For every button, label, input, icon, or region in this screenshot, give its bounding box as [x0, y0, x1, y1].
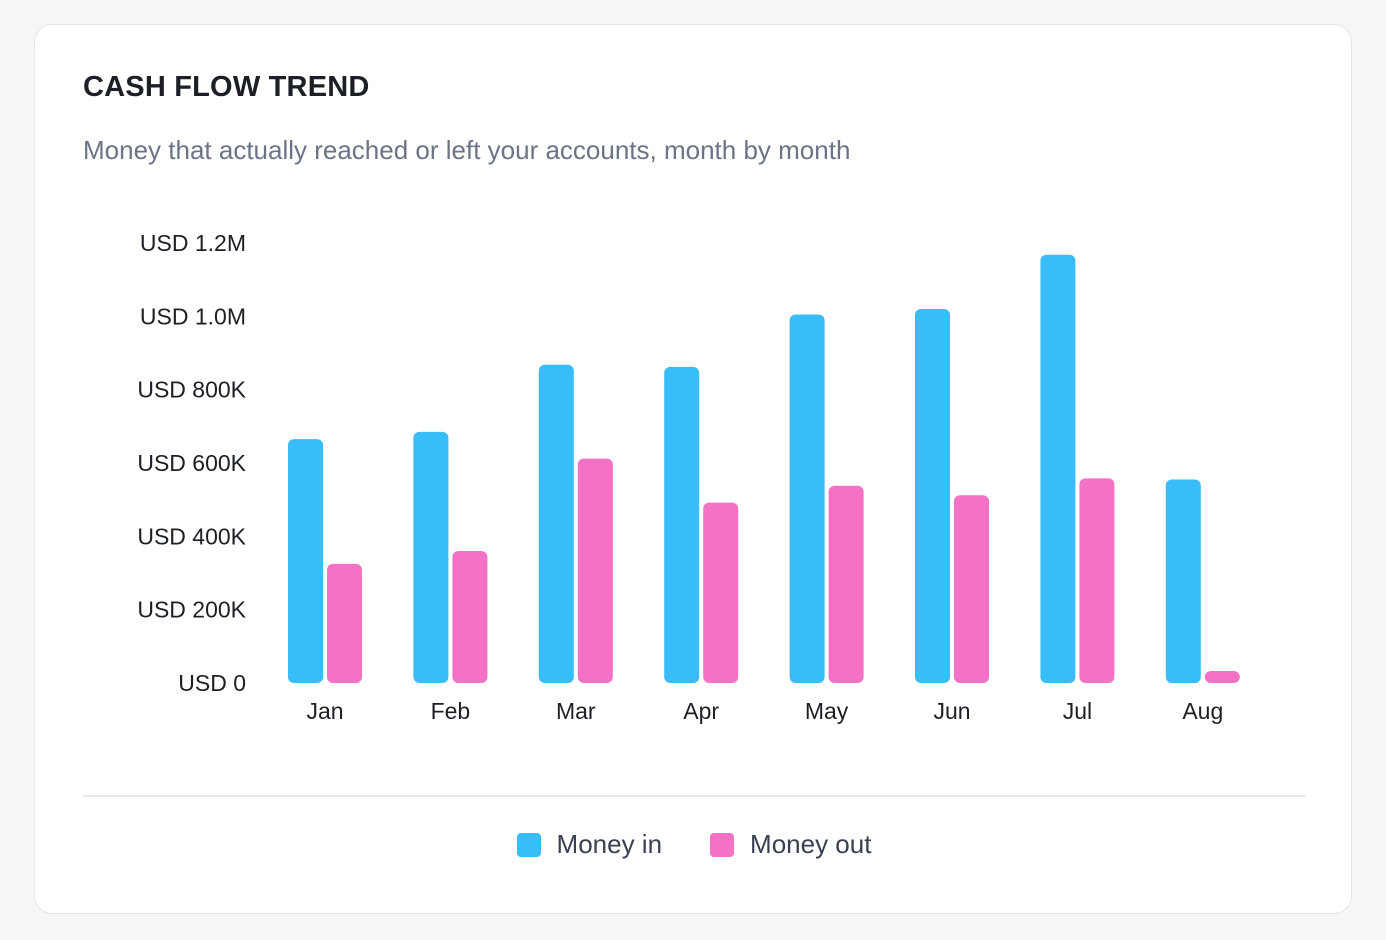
x-tick-label: Apr [683, 698, 719, 724]
bar-money-in-aug[interactable] [1165, 479, 1201, 684]
bar-money-out-feb[interactable] [452, 551, 488, 683]
x-tick-label: Aug [1182, 698, 1223, 724]
bar-money-in-jul[interactable] [1040, 254, 1076, 683]
legend-label-money-out: Money out [750, 829, 872, 859]
bar-money-out-mar[interactable] [577, 458, 613, 683]
bar-money-in-jan[interactable] [288, 439, 323, 683]
legend-label-money-in: Money in [556, 829, 663, 859]
x-tick-label: Jul [1063, 698, 1092, 724]
bar-money-in-feb[interactable] [413, 431, 449, 683]
cash-flow-bar-chart: USD 0 USD 200K USD 400K USD 600K USD 800K USD… [137, 230, 1240, 724]
x-tick-label: May [805, 698, 849, 724]
bar-money-in-jun[interactable] [915, 309, 950, 683]
y-axis: USD 0 USD 200K USD 400K USD 600K USD 800K USD… [137, 230, 246, 696]
chart-title: CASH FLOW TREND [83, 71, 370, 103]
y-tick-label: USD 800K [137, 377, 246, 403]
bar-money-out-jul[interactable] [1079, 478, 1115, 683]
chart-subtitle: Money that actually reached or left your… [83, 135, 851, 165]
x-axis: Jan Feb Mar Apr May Jun Jul Aug [306, 698, 1223, 724]
x-tick-label: Jan [306, 698, 343, 724]
y-tick-label: USD 400K [137, 523, 246, 549]
bar-money-in-mar[interactable] [538, 364, 574, 683]
y-tick-label: USD 0 [178, 670, 246, 696]
legend-divider [83, 795, 1305, 797]
bar-money-in-apr[interactable] [664, 366, 700, 683]
x-tick-label: Feb [431, 698, 471, 724]
x-tick-label: Jun [933, 698, 970, 724]
bar-money-out-jan[interactable] [327, 563, 362, 683]
y-tick-label: USD 600K [137, 450, 246, 476]
bar-money-out-apr[interactable] [703, 502, 739, 683]
chart-legend: Money in Money out [35, 829, 1353, 860]
y-tick-label: USD 1.0M [140, 303, 246, 329]
cash-flow-card: CASH FLOW TREND Money that actually reac… [34, 24, 1352, 914]
y-tick-label: USD 200K [137, 597, 246, 623]
legend-item-money-out[interactable]: Money out [710, 829, 871, 860]
bar-money-out-may[interactable] [828, 485, 864, 683]
bar-money-in-may[interactable] [789, 314, 825, 684]
bars-group [288, 254, 1240, 684]
y-tick-label: USD 1.2M [140, 230, 246, 256]
bar-money-out-aug[interactable] [1204, 671, 1240, 683]
x-tick-label: Mar [556, 698, 596, 724]
legend-swatch-money-out [710, 832, 735, 857]
legend-item-money-in[interactable]: Money in [516, 829, 663, 860]
bar-money-out-jun[interactable] [954, 495, 989, 683]
legend-swatch-money-in [516, 832, 541, 857]
